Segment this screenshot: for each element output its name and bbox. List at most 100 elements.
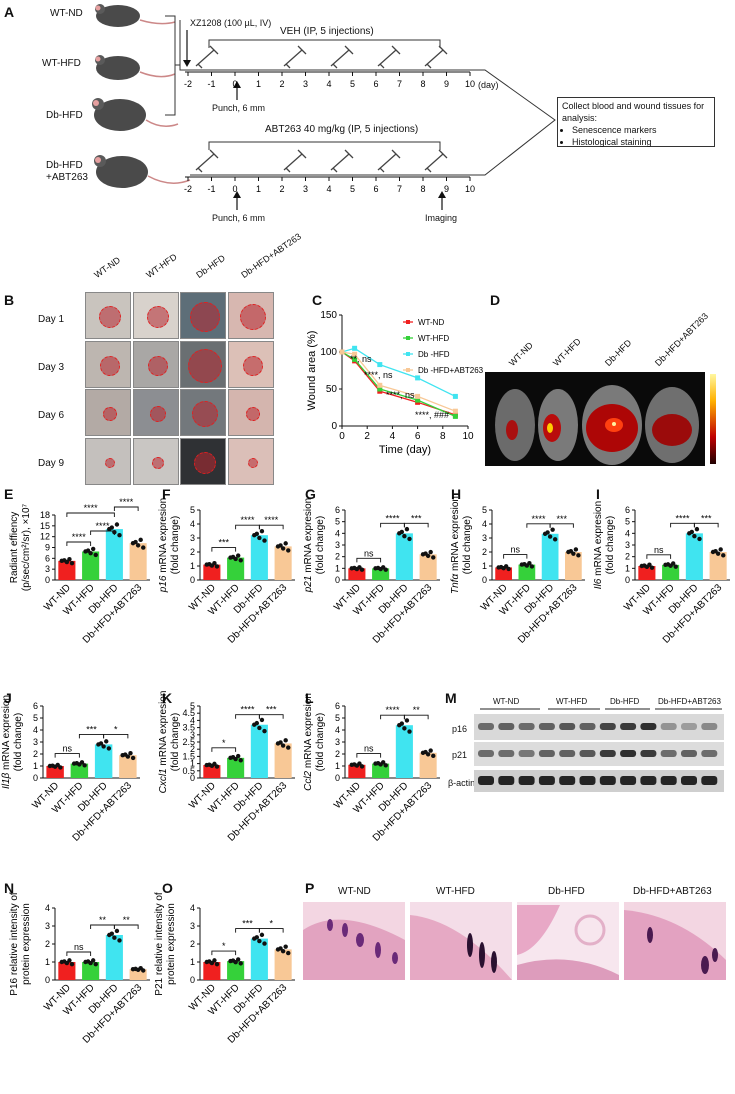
data-point [689,529,695,535]
y-axis-label: Wound area (%) [306,331,318,411]
data-point [359,567,365,572]
significance-bracket [78,733,105,739]
blot-band-p16 [701,723,718,730]
bar [250,938,268,980]
wound-photo [85,292,131,339]
data-point [425,553,431,559]
significance-label: **** [95,521,110,531]
data-point [404,526,410,532]
data-point [407,729,412,734]
bar [203,962,221,980]
x-tick-label: WT-HFD [206,780,241,815]
timeline-day-label: -1 [207,79,215,89]
blot-band-p16 [518,723,535,730]
data-point [547,534,553,539]
mouse-icon-wt-hfd [95,55,176,80]
y-tick-label: 1 [482,561,487,571]
series-point [352,356,358,362]
y-tick-label: 50 [326,384,338,395]
blot-band-p21 [620,750,637,757]
data-point [354,566,360,572]
wound-photo [85,389,131,436]
significance-label: **** [385,705,400,715]
blot-band-p21 [599,750,616,757]
y-tick-label: 4 [190,715,195,725]
data-point [404,718,410,723]
data-point [397,723,402,728]
significance-label: **, ns [350,354,372,364]
wound-photo [227,292,274,339]
legend-marker [406,320,410,324]
wound-photo [85,340,131,388]
data-point [283,944,288,949]
x-tick-label: WT-ND [42,982,73,1013]
y-axis-label-line2: (fold change) [170,713,181,771]
blot-band-p16 [640,723,657,730]
x-tick-label: WT-HFD [206,982,241,1017]
data-point [233,556,238,562]
y-axis-label: Cxcl1 mRNA expresion [158,691,169,794]
series-point [415,399,421,405]
blot-band-bactin [660,776,677,785]
ivis-header-wt-hfd: WT-HFD [550,336,583,368]
series-point [452,413,458,419]
data-point [259,717,265,723]
x-tick-label: Db-HFD [667,582,701,616]
y-tick-label: 9 [45,543,50,553]
data-point [107,932,112,938]
data-point [275,544,281,549]
y-tick-label: 4 [482,519,487,529]
series-point [352,358,358,364]
y-tick-label: 3 [482,533,487,543]
significance-bracket [646,554,672,559]
y-tick-label: 0 [33,773,38,783]
blot-band-p16 [538,723,555,730]
data-point [83,959,88,965]
y-axis-label: Il6 mRNA expresion [593,501,604,589]
y-axis-label-line1: P21 relative intensity of [154,892,165,996]
blot-band-bactin [681,776,697,785]
timeline-day-label: 3 [303,184,308,194]
significance-bracket [549,523,574,528]
wound-outline [103,407,117,421]
data-point [212,761,217,767]
panel-label-i: I [596,486,600,502]
timeline-day-label: -2 [184,184,192,194]
timeline-day-label: 3 [303,79,308,89]
significance-label: ** [99,915,107,925]
significance-bracket [90,530,115,535]
blot-band-p21 [579,750,596,757]
data-point [552,537,558,542]
significance-label: ****, ns [386,390,415,400]
wound-photo [132,437,179,485]
data-point [275,947,281,952]
timeline-day-label: -1 [207,184,215,194]
significance-bracket [503,554,528,559]
data-point [524,563,530,568]
data-point [93,961,98,967]
histology-db-hfd-abt263 [624,902,726,980]
data-point [501,565,506,571]
series-point [377,382,383,388]
x-tick-label: WT-HFD [351,582,386,617]
histology-db-hfd [517,902,619,980]
mouse-icon-wt-nd [95,4,176,27]
bar [419,752,437,778]
bar [274,546,292,580]
x-tick-label: Db-HFD+ABT263 [226,582,290,646]
data-point [101,744,106,749]
y-tick-label: 2 [335,552,340,562]
significance-label: **** [531,514,546,524]
significance-label: ns [74,942,84,952]
x-tick-label: WT-ND [187,780,218,811]
y-tick-label: 1 [335,761,340,771]
y-tick-label: 3 [190,921,195,931]
bar [105,529,123,580]
data-point [639,563,644,569]
blot-band-p21 [518,750,535,757]
x-tick-label: WT-HFD [498,582,533,617]
syringe-icons-bottom [195,149,448,173]
ivis-header-db-hfd-abt263: Db-HFD+ABT263 [652,310,711,368]
group-label-wt-nd: WT-ND [50,8,83,19]
